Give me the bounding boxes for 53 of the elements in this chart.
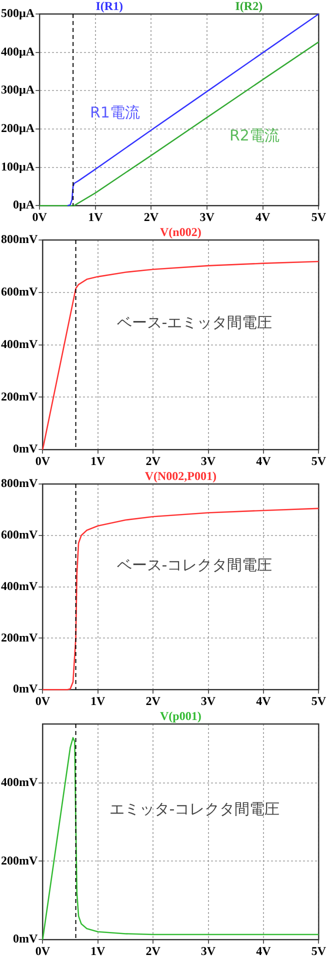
y-tick-label: 200mV [0, 389, 38, 404]
x-tick-label: 2V [146, 454, 161, 468]
y-tick-label: 0mV [12, 682, 38, 696]
x-tick-label: 3V [200, 454, 216, 468]
y-tick-label: 400µA [0, 44, 35, 58]
x-tick-label: 4V [256, 944, 272, 958]
y-tick-label: 400mV [0, 336, 38, 351]
x-tick-label: 2V [146, 694, 161, 708]
x-tick-label: 0V [35, 944, 50, 958]
y-tick-label: 200µA [0, 121, 35, 136]
y-tick-label: 300µA [0, 82, 35, 97]
x-tick-label: 4V [256, 694, 272, 708]
y-tick-label: 600mV [0, 284, 38, 298]
x-tick-label: 1V [90, 454, 106, 468]
x-tick-label: 4V [256, 454, 272, 468]
text: V(p001) [160, 709, 202, 724]
x-tick-label: 5V [311, 694, 326, 708]
x-tick-label: 5V [311, 454, 326, 468]
x-tick-label: 0V [32, 210, 48, 224]
x-tick-label: 5V [311, 944, 326, 958]
x-tick-label: 3V [200, 694, 216, 708]
x-tick-label: 2V [146, 944, 161, 958]
x-tick-label: 0V [35, 694, 50, 708]
annotation: R1電流 [90, 104, 140, 122]
text: I(R2) [235, 0, 263, 14]
text: I(R1) [96, 0, 124, 14]
x-tick-label: 4V [256, 210, 271, 224]
text: V(n002) [160, 225, 202, 240]
x-tick-label: 0V [35, 454, 50, 468]
x-tick-label: 1V [90, 694, 106, 708]
annotation: ベース-コレクタ間電圧 [116, 556, 272, 574]
y-tick-label: 500µA [0, 6, 35, 20]
x-tick-label: 2V [144, 210, 159, 224]
x-tick-label: 3V [200, 210, 215, 224]
y-tick-label: 400mV [0, 578, 38, 593]
annotation: エミッタ-コレクタ間電圧 [109, 800, 280, 818]
y-tick-label: 0µA [12, 198, 35, 212]
y-tick-label: 400mV [0, 774, 38, 789]
y-tick-label: 600mV [0, 527, 38, 542]
y-tick-label: 0mV [12, 442, 38, 456]
x-tick-label: 3V [200, 944, 216, 958]
y-tick-label: 800mV [0, 476, 38, 490]
x-tick-label: 1V [88, 210, 104, 224]
text: V(N002,P001) [144, 469, 216, 484]
y-tick-label: 100µA [0, 159, 35, 174]
annotation: ベース-エミッタ間電圧 [116, 314, 272, 332]
x-tick-label: 5V [311, 210, 326, 224]
y-tick-label: 0mV [12, 932, 38, 946]
y-tick-label: 800mV [0, 232, 38, 246]
x-tick-label: 1V [90, 944, 106, 958]
y-tick-label: 200mV [0, 853, 38, 868]
y-tick-label: 200mV [0, 630, 38, 644]
annotation: R2電流 [229, 126, 280, 145]
